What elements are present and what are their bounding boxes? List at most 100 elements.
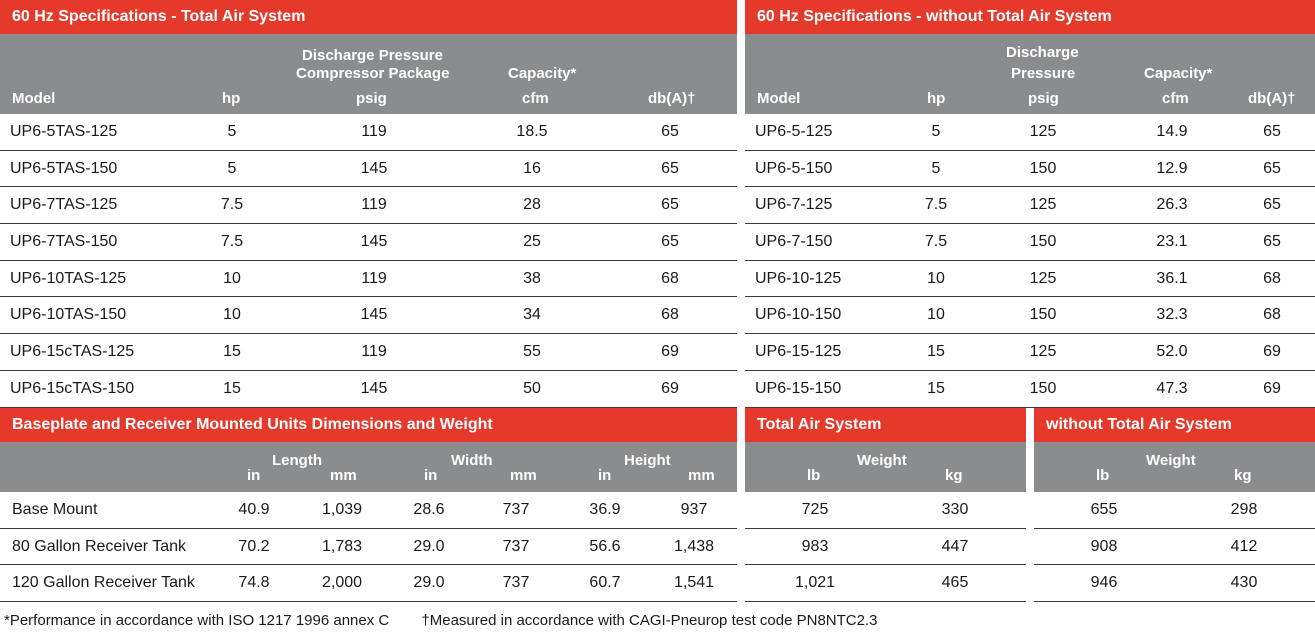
header-cfm: cfm [522, 90, 549, 107]
cell-hp: 10 [927, 269, 945, 287]
table-row: 80 Gallon Receiver Tank 70.2 1,783 29.0 737 5… [0, 529, 737, 566]
table-row: 655 298 [1034, 492, 1315, 529]
cell-db: 69 [1263, 343, 1281, 361]
header-lb: lb [807, 467, 821, 484]
cell-model: UP6-10-150 [755, 306, 842, 324]
spec-total-table: 60 Hz Specifications - Total Air System … [0, 0, 737, 408]
header-hp: hp [927, 90, 946, 107]
table-row: 983 447 [745, 529, 1026, 566]
cell-width-mm: 737 [502, 537, 530, 555]
cell-model: UP6-10TAS-125 [10, 269, 127, 287]
footnote-performance: *Performance in accordance with ISO 1217… [4, 612, 390, 629]
cell-hp: 10 [223, 306, 241, 324]
spec-without-rows: UP6-5-125 5 125 14.9 65 UP6-5-150 5 150 12.9 65 UP… [745, 114, 1315, 408]
spec-total-title: 60 Hz Specifications - Total Air System [0, 0, 737, 34]
table-row: 946 430 [1034, 565, 1315, 603]
table-row: UP6-10-125 10 125 36.1 68 [745, 261, 1315, 298]
cell-cfm: 25 [523, 233, 541, 251]
table-row: 908 412 [1034, 529, 1315, 566]
cell-psig: 125 [1029, 269, 1057, 287]
cell-model: UP6-7-150 [755, 233, 833, 251]
dimensions-title: Baseplate and Receiver Mounted Units Dim… [0, 408, 737, 442]
cell-psig: 145 [360, 159, 388, 177]
cell-length-mm: 1,783 [321, 537, 363, 555]
cell-width-in: 29.0 [413, 537, 445, 555]
header-capacity: Capacity* [1144, 65, 1213, 82]
table-row: UP6-5-150 5 150 12.9 65 [745, 151, 1315, 188]
cell-psig: 150 [1029, 233, 1057, 251]
cell-db: 65 [1263, 123, 1281, 140]
cell-cfm: 38 [523, 269, 541, 287]
cell-cfm: 18.5 [516, 123, 548, 140]
cell-cfm: 12.9 [1156, 159, 1188, 177]
cell-lb: 946 [1090, 574, 1118, 592]
cell-length-in: 74.8 [238, 574, 270, 592]
table-row: 1,021 465 [745, 565, 1026, 603]
header-discharge-line2: Pressure [1011, 65, 1076, 82]
table-row: UP6-5-125 5 125 14.9 65 [745, 114, 1315, 151]
header-kg: kg [945, 467, 963, 484]
cell-psig: 125 [1029, 343, 1057, 361]
header-discharge-line1: Discharge [1006, 44, 1079, 61]
cell-unit: 80 Gallon Receiver Tank [12, 537, 187, 555]
cell-psig: 145 [360, 379, 388, 397]
header-capacity: Capacity* [508, 65, 577, 82]
cell-db: 68 [1263, 306, 1281, 324]
cell-length-in: 70.2 [238, 537, 270, 555]
weight-total-rows: 725 330 983 447 1,021 465 [745, 492, 1026, 603]
header-kg: kg [1234, 467, 1252, 484]
cell-db: 65 [1263, 196, 1281, 214]
cell-height-mm: 1,541 [673, 574, 715, 592]
cell-model: UP6-5-125 [755, 123, 833, 140]
weight-without-table: without Total Air System lb Weight kg 65… [1034, 408, 1315, 603]
cell-psig: 125 [1029, 123, 1057, 140]
table-row: UP6-7TAS-125 7.5 119 28 65 [0, 187, 737, 225]
dimensions-rows: Base Mount 40.9 1,039 28.6 737 36.9 937 80 Gall… [0, 492, 737, 603]
cell-model: UP6-5TAS-150 [10, 159, 118, 177]
table-row: UP6-15cTAS-150 15 145 50 69 [0, 371, 737, 408]
cell-kg: 465 [941, 574, 969, 592]
cell-hp: 10 [223, 269, 241, 287]
cell-model: UP6-15cTAS-150 [10, 379, 135, 397]
cell-psig: 145 [360, 233, 388, 251]
cell-cfm: 16 [523, 159, 541, 177]
cell-height-mm: 937 [680, 501, 708, 518]
table-row: UP6-7-125 7.5 125 26.3 65 [745, 187, 1315, 225]
header-model: Model [12, 90, 56, 107]
cell-length-mm: 1,039 [321, 501, 363, 518]
header-discharge-line2: Compressor Package [296, 65, 450, 82]
spec-without-header: Model hp Discharge Pressure psig Capacit… [745, 34, 1315, 114]
cell-height-mm: 1,438 [673, 537, 715, 555]
cell-unit: Base Mount [12, 501, 98, 518]
cell-hp: 5 [931, 123, 941, 140]
table-row: UP6-10TAS-125 10 119 38 68 [0, 261, 737, 298]
footnote-measured: †Measured in accordance with CAGI-Pneuro… [421, 612, 878, 629]
cell-db: 68 [661, 306, 679, 324]
cell-db: 65 [661, 123, 679, 140]
cell-psig: 119 [361, 196, 387, 214]
header-model: Model [757, 90, 801, 107]
table-row: UP6-15-150 15 150 47.3 69 [745, 371, 1315, 408]
cell-kg: 330 [941, 501, 969, 518]
cell-height-in: 60.7 [589, 574, 621, 592]
cell-cfm: 50 [523, 379, 541, 397]
cell-height-in: 36.9 [589, 501, 621, 518]
cell-db: 68 [661, 269, 679, 287]
spec-without-title: 60 Hz Specifications - without Total Air… [745, 0, 1315, 34]
cell-hp: 15 [927, 343, 945, 361]
header-height-in: in [598, 467, 612, 484]
cell-model: UP6-5-150 [755, 159, 833, 177]
cell-hp: 7.5 [220, 233, 244, 251]
cell-model: UP6-15-125 [755, 343, 842, 361]
header-psig: psig [356, 90, 387, 107]
spec-without-table: 60 Hz Specifications - without Total Air… [745, 0, 1315, 408]
cell-model: UP6-5TAS-125 [10, 123, 118, 140]
cell-cfm: 32.3 [1156, 306, 1188, 324]
cell-model: UP6-7TAS-150 [10, 233, 118, 251]
cell-lb: 983 [801, 537, 829, 555]
cell-width-mm: 737 [502, 574, 530, 592]
table-row: 120 Gallon Receiver Tank 74.8 2,000 29.0 737… [0, 565, 737, 603]
cell-psig: 119 [361, 123, 387, 140]
weight-total-header: lb Weight kg [745, 442, 1026, 492]
cell-hp: 5 [227, 159, 237, 177]
